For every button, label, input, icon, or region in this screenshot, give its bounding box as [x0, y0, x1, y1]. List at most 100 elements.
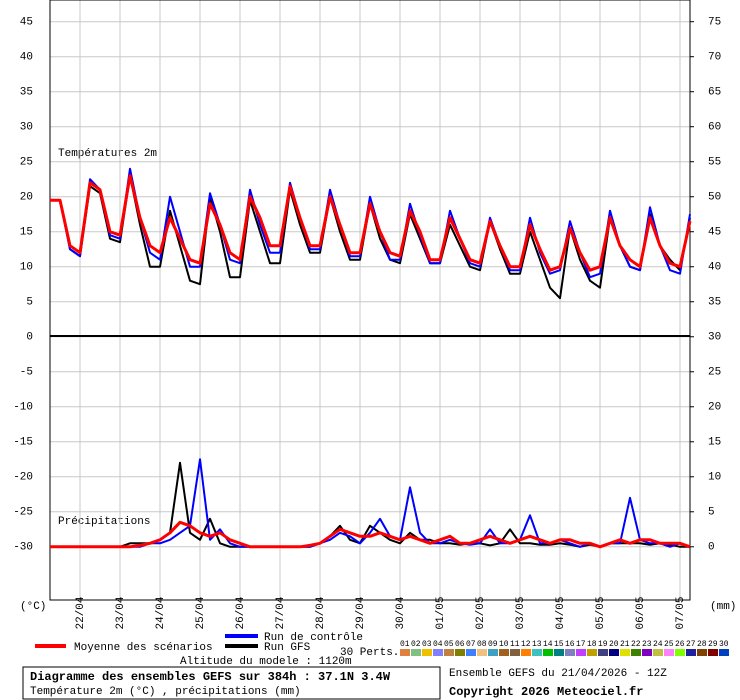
plot-frame — [49, 0, 691, 601]
y-tick-label: 5 — [26, 297, 33, 309]
perturbation-swatch — [477, 649, 487, 656]
y-unit: (°C) — [20, 601, 46, 613]
y-tick-label: 0 — [26, 332, 33, 344]
y2-tick-label: 50 — [708, 192, 721, 204]
y2-tick-label: 55 — [708, 157, 721, 169]
perturbation-label: 07 — [466, 640, 476, 649]
perturbation-label: 17 — [576, 640, 586, 649]
legend-label: Moyenne des scénarios — [74, 642, 213, 654]
y-tick-label: 30 — [20, 122, 33, 134]
perturbation-label: 15 — [554, 640, 564, 649]
perturbation-swatch — [642, 649, 652, 656]
perturbation-swatch — [719, 649, 729, 656]
perturbation-label: 21 — [620, 640, 630, 649]
perturbation-label: 12 — [521, 640, 531, 649]
y-tick-label: 40 — [20, 52, 33, 64]
perturbation-swatch — [620, 649, 630, 656]
panel-label: Températures 2m — [58, 148, 157, 160]
perturbation-swatch — [576, 649, 586, 656]
perturbation-label: 20 — [609, 640, 619, 649]
y2-tick-label: 75 — [708, 17, 721, 29]
perturbation-swatch — [433, 649, 443, 656]
perturbation-swatch — [609, 649, 619, 656]
perturbation-swatch — [708, 649, 718, 656]
y-tick-label: 15 — [20, 227, 33, 239]
x-tick-label: 23/04 — [115, 596, 127, 629]
y2-tick-label: 15 — [708, 437, 721, 449]
perturbation-label: 16 — [565, 640, 575, 649]
y-tick-label: 10 — [20, 262, 33, 274]
perturbation-swatch — [554, 649, 564, 656]
chart-subtitle: Température 2m (°C) , précipitations (mm… — [30, 686, 301, 698]
y-tick-label: 25 — [20, 157, 33, 169]
perturbation-swatch — [543, 649, 553, 656]
legend-label: Run de contrôle — [264, 632, 363, 644]
y-tick-label: -30 — [13, 542, 33, 554]
x-tick-label: 28/04 — [315, 596, 327, 629]
perturbation-swatch — [521, 649, 531, 656]
perturbation-swatch — [466, 649, 476, 656]
perturbation-label: 02 — [411, 640, 421, 649]
altitude: Altitude du modele : 1120m — [180, 656, 352, 668]
y-tick-label: 45 — [20, 17, 33, 29]
perturbation-swatch — [664, 649, 674, 656]
perturbation-swatch — [411, 649, 421, 656]
perturbation-swatch — [675, 649, 685, 656]
y2-tick-label: 5 — [708, 507, 715, 519]
perturbation-label: 13 — [532, 640, 542, 649]
perturbation-swatch — [422, 649, 432, 656]
y2-tick-label: 65 — [708, 87, 721, 99]
perturbation-swatch — [455, 649, 465, 656]
perturbation-label: 11 — [510, 640, 520, 649]
perturbation-label: 10 — [499, 640, 509, 649]
y2-tick-label: 60 — [708, 122, 721, 134]
y2-unit: (mm) — [710, 601, 736, 613]
perturbation-label: 28 — [697, 640, 707, 649]
perturbation-label: 08 — [477, 640, 487, 649]
title-box — [22, 666, 441, 700]
precipitation-line — [50, 520, 691, 549]
perturbation-label: 04 — [433, 640, 443, 649]
perturbation-label: 25 — [664, 640, 674, 649]
perturbation-label: 05 — [444, 640, 454, 649]
x-tick-label: 24/04 — [155, 596, 167, 629]
perturbation-count: 30 Perts. — [340, 647, 399, 659]
perturbation-swatch — [400, 649, 410, 656]
y-tick-label: 20 — [20, 192, 33, 204]
perturbation-swatch — [565, 649, 575, 656]
chart-title: Diagramme des ensembles GEFS sur 384h : … — [30, 670, 391, 684]
y-tick-label: -20 — [13, 472, 33, 484]
x-tick-label: 30/04 — [395, 596, 407, 629]
y-tick-label: -15 — [13, 437, 33, 449]
x-tick-label: 03/05 — [515, 596, 527, 629]
perturbation-label: 01 — [400, 640, 410, 649]
x-tick-label: 06/05 — [635, 596, 647, 629]
perturbation-label: 09 — [488, 640, 498, 649]
y2-tick-label: 20 — [708, 402, 721, 414]
perturbation-swatch — [488, 649, 498, 656]
perturbation-label: 19 — [598, 640, 608, 649]
x-tick-label: 25/04 — [195, 596, 207, 629]
perturbation-label: 30 — [719, 640, 729, 649]
y2-tick-label: 30 — [708, 332, 721, 344]
perturbation-label: 23 — [642, 640, 652, 649]
x-tick-label: 04/05 — [555, 596, 567, 629]
perturbation-label: 03 — [422, 640, 432, 649]
x-tick-label: 27/04 — [275, 596, 287, 629]
perturbation-swatch — [587, 649, 597, 656]
y2-tick-label: 0 — [708, 542, 715, 554]
temperature-line — [50, 174, 692, 272]
perturbation-swatch — [532, 649, 542, 656]
x-tick-label: 07/05 — [675, 596, 687, 629]
perturbation-label: 29 — [708, 640, 718, 649]
perturbation-swatch — [510, 649, 520, 656]
perturbation-label: 06 — [455, 640, 465, 649]
panel-label: Précipitations — [58, 516, 150, 528]
y2-tick-label: 10 — [708, 472, 721, 484]
precipitation-line — [50, 458, 691, 548]
perturbation-label: 24 — [653, 640, 663, 649]
y2-tick-label: 40 — [708, 262, 721, 274]
perturbation-label: 26 — [675, 640, 685, 649]
perturbation-swatch — [598, 649, 608, 656]
